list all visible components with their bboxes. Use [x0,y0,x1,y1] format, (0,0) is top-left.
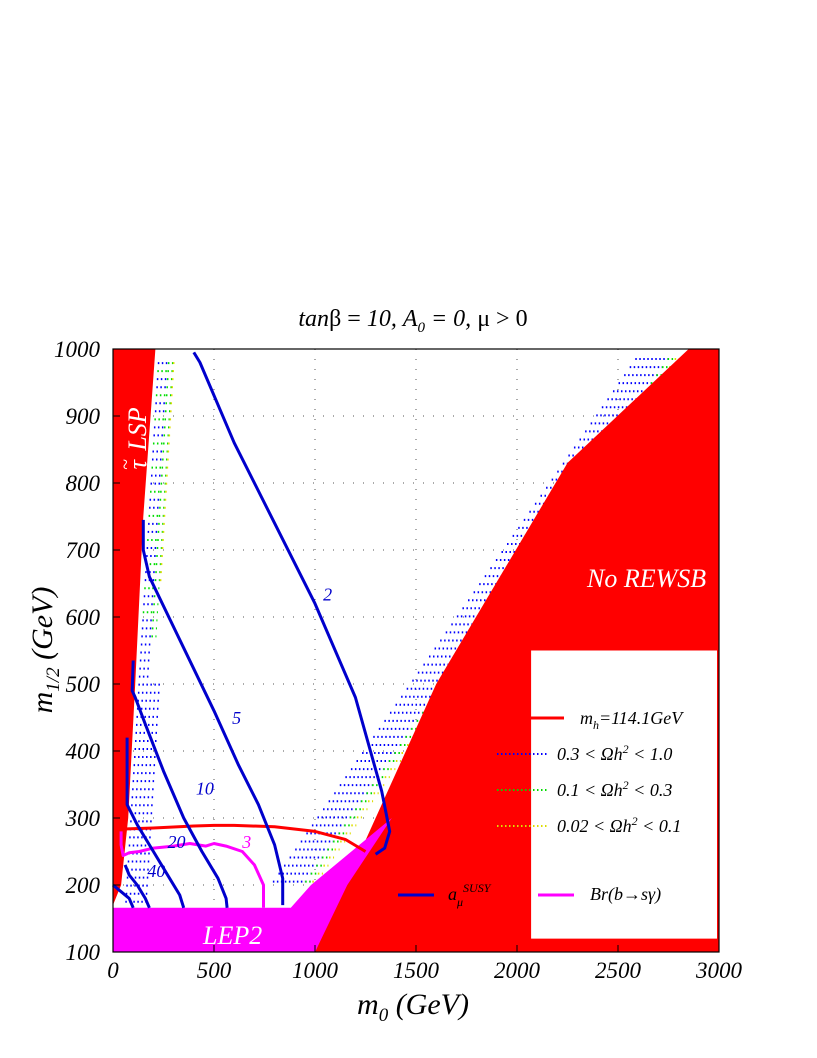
legend-item-higgs: mh=114.1GeV [523,708,684,732]
legend-label-relic-low: 0.02 < Ωh2 < 0.1 [557,814,681,836]
legend-label-relic-high: 0.3 < Ωh2 < 1.0 [557,742,672,764]
region-label-no-rewsb: No REWSB [586,564,706,593]
stau-lsp-region [113,349,156,906]
legend-box [531,650,717,939]
legend: mh=114.1GeV 0.3 < Ωh2 < 1.0 0.1 < Ωh2 < … [398,708,684,909]
curve-amu-2 [192,351,392,856]
curve-amu-6 [123,864,151,909]
legend-label-amu: aμSUSY [448,881,492,909]
legend-item-relic-high: 0.3 < Ωh2 < 1.0 [497,742,672,764]
curve-amu-7 [112,883,135,909]
curve-amu-5 [125,737,186,909]
x-tick-label-2500: 2500 [595,958,642,983]
y-axis-ticks: 100 200 300 400 500 600 700 800 900 1000 [54,337,120,965]
x-tick-label-0: 0 [107,958,119,983]
y-tick-label-1000: 1000 [54,337,101,362]
contour-label-2: 2 [323,584,332,604]
contour-curves [112,351,392,909]
x-axis-label: m0 (GeV) [357,988,469,1026]
y-tick-label-200: 200 [66,873,101,898]
chart-title: tanβ = 10, A0 = 0, μ > 0 [298,306,527,336]
curve-bsg-1 [119,831,265,908]
legend-item-relic-low: 0.02 < Ωh2 < 0.1 [497,814,681,836]
y-tick-label-900: 900 [66,404,101,429]
legend-label-bsg: Br(b→sγ) [590,884,661,905]
excluded-regions [113,349,719,952]
curve-amu-4 [130,660,229,908]
contour-label-10: 10 [196,779,214,799]
contour-label-5: 5 [232,708,241,728]
legend-item-relic-mid: 0.1 < Ωh2 < 0.3 [497,778,672,800]
legend-label-relic-mid: 0.1 < Ωh2 < 0.3 [557,778,672,800]
y-tick-label-700: 700 [66,538,101,563]
curve-higgs-0 [112,823,367,853]
y-tick-label-300: 300 [65,806,101,831]
contour-label-40: 40 [147,861,165,881]
x-tick-label-2000: 2000 [494,958,541,983]
legend-item-amu: aμSUSY [398,881,492,909]
y-tick-label-500: 500 [66,672,101,697]
y-tick-label-600: 600 [66,605,101,630]
y-axis-label: m1/2 (GeV) [26,587,64,714]
legend-label-higgs: mh=114.1GeV [580,708,684,732]
region-label-stau-lsp: τ~ LSP [115,407,152,470]
x-axis-ticks: 0 500 1000 1500 2000 2500 3000 [107,945,743,983]
y-tick-label-400: 400 [66,739,101,764]
contour-label-20: 20 [168,832,186,852]
x-tick-label-3000: 3000 [695,958,743,983]
y-tick-label-100: 100 [66,940,101,965]
x-tick-label-500: 500 [197,958,232,983]
curve-amu-3 [141,519,285,906]
lep2-region [113,818,392,952]
contour-label-3: 3 [241,832,251,852]
legend-item-bsg: Br(b→sγ) [538,884,661,905]
region-label-lep2: LEP2 [202,921,262,950]
x-tick-label-1500: 1500 [393,958,440,983]
x-tick-label-1000: 1000 [292,958,339,983]
y-tick-label-800: 800 [66,471,101,496]
